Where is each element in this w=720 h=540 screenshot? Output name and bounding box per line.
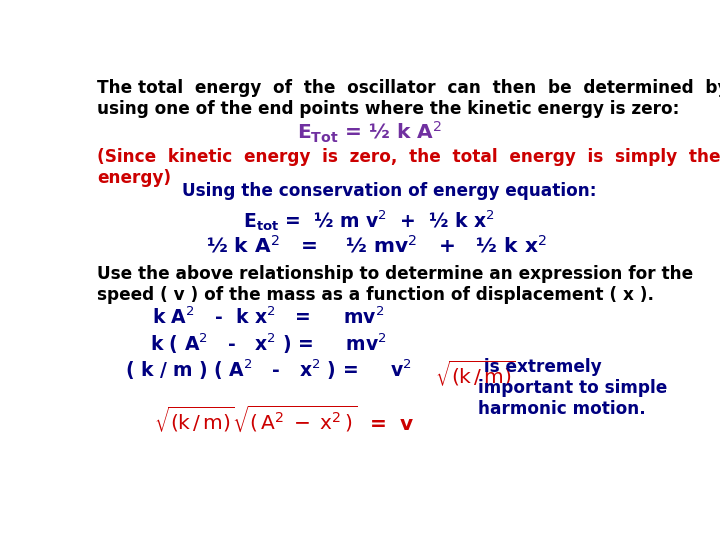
Text: $\sqrt{\mathsf{(k\,/\,m)}}$: $\sqrt{\mathsf{(k\,/\,m)}}$ bbox=[154, 404, 235, 434]
Text: $\mathbf{E_{Tot}}$ = ½ k A$^{2}$: $\mathbf{E_{Tot}}$ = ½ k A$^{2}$ bbox=[297, 120, 441, 145]
Text: Use the above relationship to determine an expression for the
speed ( v ) of the: Use the above relationship to determine … bbox=[97, 265, 693, 304]
Text: k A$^{2}$   -  k x$^{2}$   =     mv$^{2}$: k A$^{2}$ - k x$^{2}$ = mv$^{2}$ bbox=[153, 307, 384, 328]
Text: (Since  kinetic  energy  is  zero,  the  total  energy  is  simply  the  elastic: (Since kinetic energy is zero, the total… bbox=[97, 148, 720, 187]
Text: $\mathbf{E_{tot}}$ =  ½ m v$^{2}$  +  ½ k x$^{2}$: $\mathbf{E_{tot}}$ = ½ m v$^{2}$ + ½ k x… bbox=[243, 208, 495, 233]
Text: $\sqrt{\mathsf{(\,A^{2}\;-\;x^{2}\,)}}$  =  v: $\sqrt{\mathsf{(\,A^{2}\;-\;x^{2}\,)}}$ … bbox=[233, 404, 415, 434]
Text: ( k / m ) ( A$^{2}$   -   x$^{2}$ ) =     v$^{2}$: ( k / m ) ( A$^{2}$ - x$^{2}$ ) = v$^{2}… bbox=[125, 358, 412, 382]
Text: ½ k A$^{2}$   =    ½ mv$^{2}$   +   ½ k x$^{2}$: ½ k A$^{2}$ = ½ mv$^{2}$ + ½ k x$^{2}$ bbox=[192, 234, 546, 256]
Text: $\sqrt{\mathsf{(k\,/\,m)}}$: $\sqrt{\mathsf{(k\,/\,m)}}$ bbox=[435, 358, 516, 388]
Text: The total  energy  of  the  oscillator  can  then  be  determined  by
using one : The total energy of the oscillator can t… bbox=[97, 79, 720, 118]
Text: k ( A$^{2}$   -   x$^{2}$ ) =     mv$^{2}$: k ( A$^{2}$ - x$^{2}$ ) = mv$^{2}$ bbox=[150, 332, 387, 356]
Text: is extremely
important to simple
harmonic motion.: is extremely important to simple harmoni… bbox=[478, 358, 667, 417]
Text: Using the conservation of energy equation:: Using the conservation of energy equatio… bbox=[182, 182, 597, 200]
